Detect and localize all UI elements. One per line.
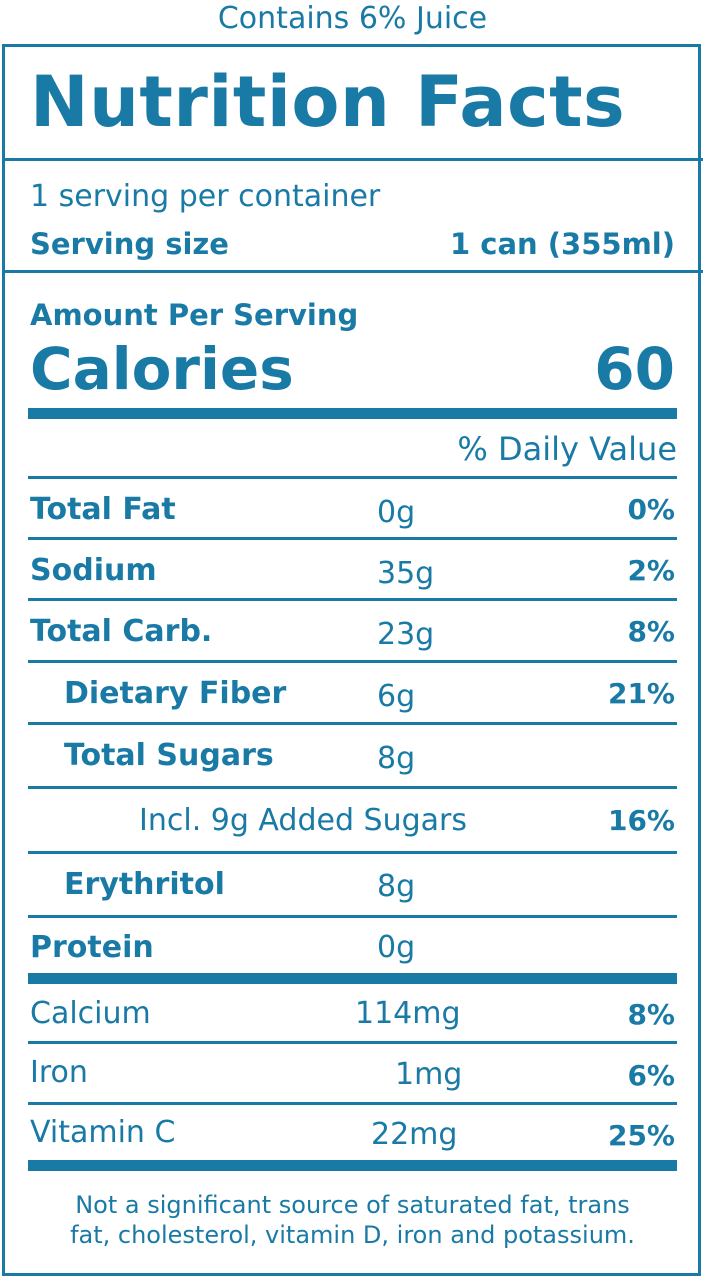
vitamin-daily-value: 8% — [627, 998, 675, 1031]
row-divider — [28, 598, 677, 601]
nutrient-daily-value: 21% — [607, 677, 675, 710]
nutrient-name: Protein — [30, 930, 154, 965]
row-divider — [28, 660, 677, 663]
title-divider — [2, 158, 703, 161]
vitamin-name: Vitamin C — [30, 1115, 176, 1150]
vitamin-amount: 22mg — [371, 1117, 458, 1152]
label-footnote: Not a significant source of saturated fa… — [0, 1190, 705, 1250]
nutrition-label-frame — [2, 44, 701, 1276]
vitamins-thick-bar — [28, 1160, 677, 1171]
daily-value-header: % Daily Value — [457, 430, 677, 468]
footnote-line: fat, cholesterol, vitamin D, iron and po… — [70, 1221, 635, 1249]
row-divider — [28, 1041, 677, 1044]
calories-label: Calories — [30, 335, 294, 403]
nutrient-amount: 6g — [377, 679, 416, 714]
nutrient-amount: 23g — [377, 617, 435, 652]
row-divider — [28, 915, 677, 918]
nutrient-amount: 0g — [377, 495, 416, 530]
nutrient-name: Total Fat — [30, 492, 176, 527]
nutrient-amount: 0g — [377, 930, 416, 965]
juice-content-note: Contains 6% Juice — [217, 1, 488, 36]
dv-divider — [28, 476, 677, 479]
nutrient-daily-value: 8% — [627, 615, 675, 648]
row-divider — [28, 851, 677, 854]
nutrient-name: Total Carb. — [30, 614, 213, 649]
calories-thick-bar — [28, 408, 677, 419]
nutrient-name: Sodium — [30, 553, 157, 588]
row-divider — [28, 786, 677, 789]
nutrient-daily-value: 16% — [607, 804, 675, 837]
calories-value: 60 — [594, 335, 675, 403]
serving-size-label: Serving size — [30, 227, 229, 261]
nutrient-daily-value: 0% — [627, 493, 675, 526]
nutrient-daily-value: 2% — [627, 554, 675, 587]
nutrient-name: Total Sugars — [64, 738, 274, 773]
row-divider — [28, 1102, 677, 1105]
nutrient-name: Dietary Fiber — [64, 676, 287, 711]
vitamin-amount: 114mg — [355, 996, 461, 1031]
label-title: Nutrition Facts — [30, 61, 626, 143]
amount-per-serving: Amount Per Serving — [30, 298, 359, 332]
vitamin-amount: 1mg — [395, 1057, 463, 1092]
row-divider — [28, 537, 677, 540]
vitamin-daily-value: 6% — [627, 1059, 675, 1092]
vitamin-name: Calcium — [30, 996, 151, 1031]
nutrient-amount: 8g — [377, 869, 416, 904]
vitamin-daily-value: 25% — [607, 1119, 675, 1152]
nutrient-amount: 35g — [377, 556, 435, 591]
servings-per-container: 1 serving per container — [30, 179, 381, 214]
protein-thick-bar — [28, 973, 677, 984]
row-divider — [28, 722, 677, 725]
serving-size-value: 1 can (355ml) — [450, 227, 675, 261]
nutrient-name: Incl. 9g Added Sugars — [139, 803, 467, 838]
nutrient-name: Erythritol — [64, 867, 225, 902]
nutrient-amount: 8g — [377, 741, 416, 776]
vitamin-name: Iron — [30, 1055, 88, 1090]
serving-divider — [2, 270, 703, 273]
footnote-line: Not a significant source of saturated fa… — [75, 1191, 630, 1219]
